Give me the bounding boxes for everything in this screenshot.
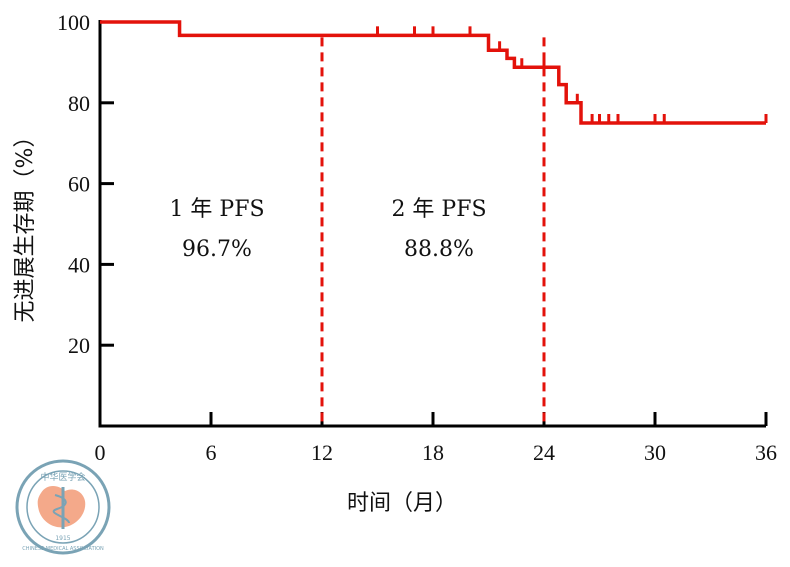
x-tick-label: 24 — [533, 440, 555, 465]
seal-year: 1915 — [55, 535, 70, 542]
annotation-value: 96.7% — [182, 237, 252, 262]
tick-labels: 0 6 12 18 24 30 36 20 40 60 80 100 — [57, 10, 777, 465]
annotation-label: 1 年 PFS — [169, 197, 264, 222]
reference-lines — [320, 37, 546, 426]
x-tick-label: 18 — [422, 440, 444, 465]
annotations: 1 年 PFS 96.7% 2 年 PFS 88.8% — [169, 197, 486, 262]
y-tick-label: 60 — [68, 172, 90, 197]
x-axis-title: 时间（月） — [347, 491, 457, 516]
cma-logo-seal: 中华医学会 1915 CHINESE MEDICAL ASSOCIATION — [15, 459, 111, 555]
seal-text-cn: 中华医学会 — [40, 471, 85, 483]
seal-inner-ring — [26, 470, 100, 544]
y-tick-label: 100 — [57, 10, 90, 35]
survival-curve — [100, 20, 768, 125]
y-tick-label: 20 — [68, 333, 90, 358]
y-tick-label: 40 — [68, 252, 90, 277]
annotation-value: 88.8% — [404, 237, 474, 262]
y-axis-title: 无进展生存期（%） — [13, 126, 38, 323]
y-tick-label: 80 — [68, 91, 90, 116]
km-step-line — [100, 20, 766, 125]
serpent-icon — [52, 494, 70, 524]
x-tick-label: 36 — [755, 440, 777, 465]
x-tick-label: 30 — [644, 440, 666, 465]
x-tick-label: 6 — [206, 440, 217, 465]
annotation-label: 2 年 PFS — [391, 197, 486, 222]
x-tick-label: 0 — [95, 440, 106, 465]
seal-text-en: CHINESE MEDICAL ASSOCIATION — [22, 546, 104, 552]
x-tick-label: 12 — [311, 440, 333, 465]
axes — [98, 20, 768, 428]
